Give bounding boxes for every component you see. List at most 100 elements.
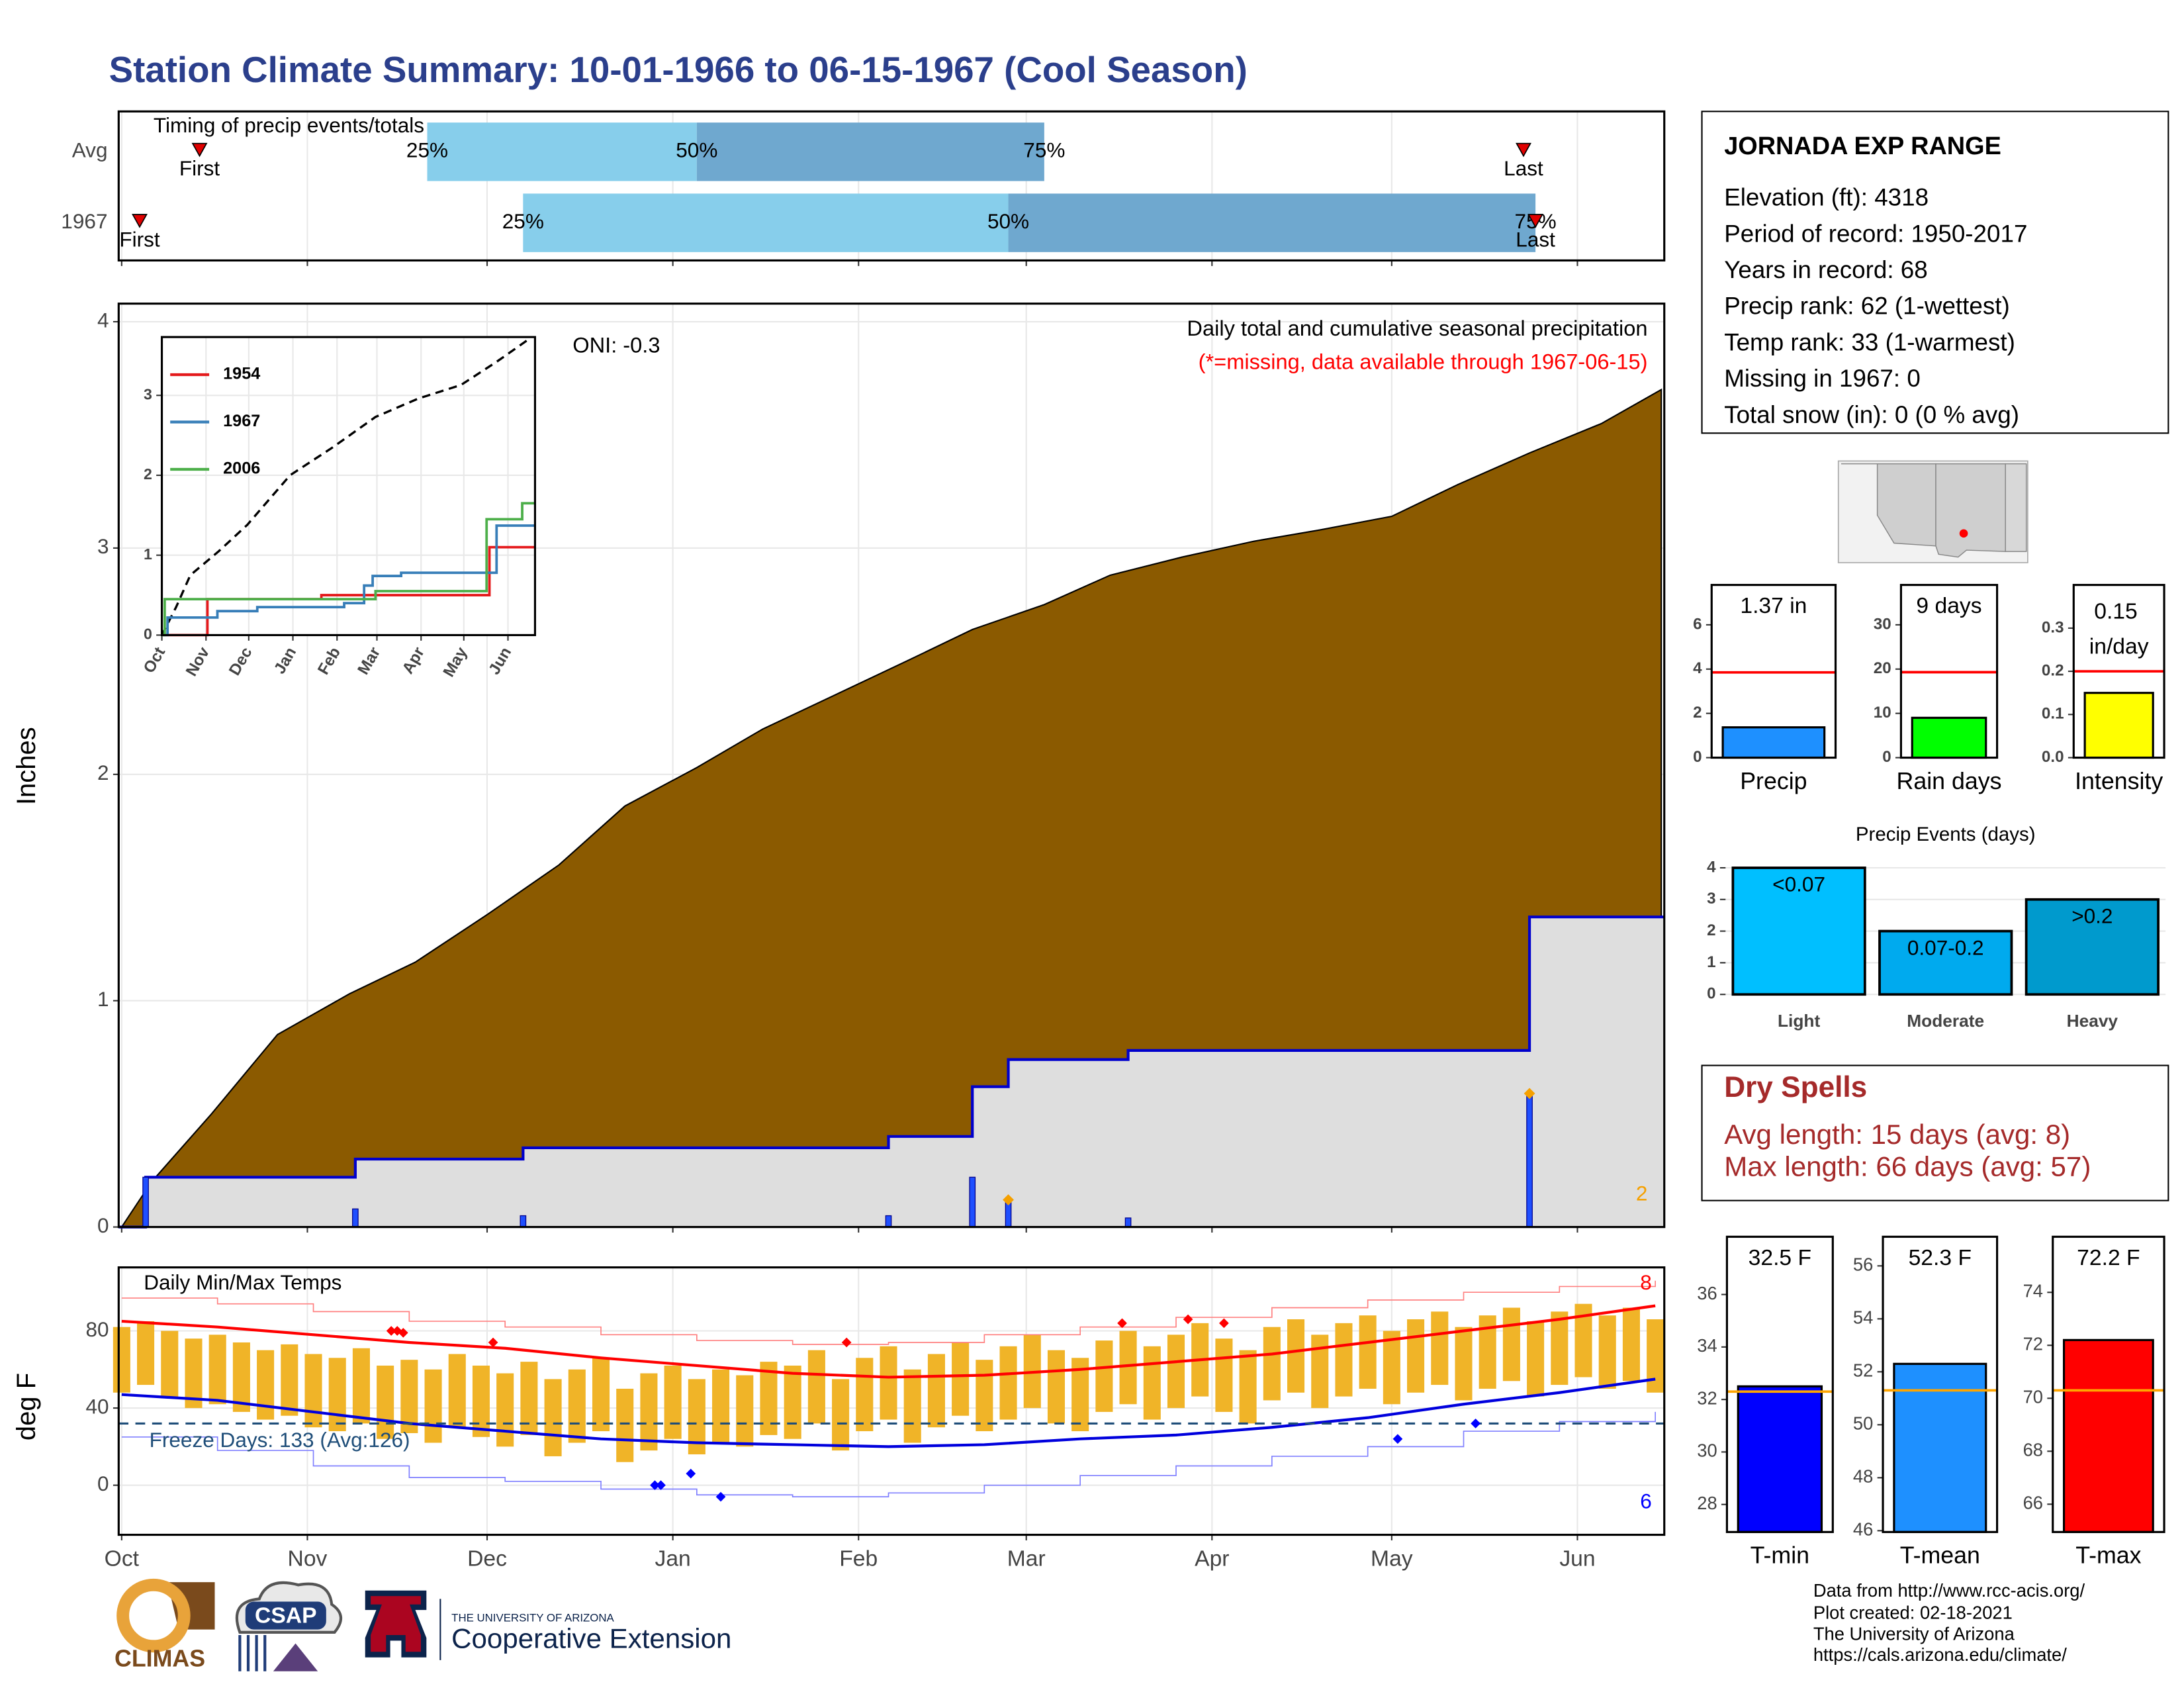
daily-range-bar <box>472 1365 490 1437</box>
daily-range-bar <box>999 1346 1017 1420</box>
daily-bar <box>1526 1093 1533 1228</box>
chart-title: Precip Events (days) <box>1856 823 2036 845</box>
y-tick-label: 0.1 <box>2042 705 2064 723</box>
station-line: Temp rank: 33 (1-warmest) <box>1724 328 2015 355</box>
credit-line: Data from http://www.rcc-acis.org/ <box>1813 1580 2085 1601</box>
logo-shape <box>273 1643 318 1671</box>
daily-bar <box>352 1208 359 1228</box>
daily-range-bar <box>400 1360 418 1433</box>
daily-range-bar <box>113 1327 130 1393</box>
dry-spells-title: Dry Spells <box>1724 1071 1867 1103</box>
daily-range-bar <box>232 1342 250 1412</box>
record-count: 8 <box>1640 1270 1652 1294</box>
daily-range-bar <box>976 1360 993 1432</box>
daily-range-bar <box>1335 1323 1353 1397</box>
bar <box>2083 692 2154 759</box>
ua-logo: THE UNIVERSITY OF ARIZONA Cooperative Ex… <box>365 1590 731 1660</box>
daily-range-bar <box>1119 1331 1137 1405</box>
y-tick-label: 74 <box>2023 1281 2043 1301</box>
y-tick-label: 3 <box>97 534 109 558</box>
value-label-line: in/day <box>2089 634 2149 659</box>
daily-range-bar <box>1239 1350 1257 1424</box>
y-tick-label: 2 <box>97 761 109 784</box>
y-tick-label: 72 <box>2023 1334 2043 1354</box>
daily-range-bar <box>903 1369 921 1443</box>
logo-shape <box>371 1596 421 1652</box>
category-label: Intensity <box>2075 768 2163 794</box>
value-label: 1.37 in <box>1740 594 1807 618</box>
plot-border <box>1725 1235 1834 1533</box>
y-tick-label: 4 <box>1693 659 1702 677</box>
plot-border <box>117 303 1666 1229</box>
record-marker <box>656 1480 666 1491</box>
first-marker <box>132 214 148 228</box>
category-label: Moderate <box>1907 1011 1984 1031</box>
x-tick-label: Nov <box>288 1546 328 1571</box>
daily-range-bar <box>1311 1335 1329 1409</box>
daily-range-bar <box>664 1365 682 1439</box>
quantile-label: 25% <box>502 209 544 233</box>
logo-shape <box>116 1578 191 1653</box>
plot-border <box>1899 584 1999 759</box>
bar <box>1878 929 2013 996</box>
bar <box>2025 898 2160 996</box>
y-tick-label: 32 <box>1697 1387 1717 1408</box>
daily-range-bar <box>448 1354 466 1428</box>
quantile-bar <box>1008 193 1536 252</box>
daily-range-bar <box>161 1331 179 1399</box>
oni-label: ONI: -0.3 <box>572 332 660 357</box>
logo-text: CSAP <box>255 1604 317 1628</box>
record-max-line <box>121 1280 1656 1345</box>
quantile-bar <box>427 122 697 181</box>
climas-logo: CLIMAS <box>114 1578 215 1671</box>
daily-range-bar <box>1287 1319 1305 1393</box>
daily-range-bar <box>1143 1346 1161 1420</box>
daily-range-bar <box>281 1344 298 1416</box>
plot-background <box>161 337 535 635</box>
plot-border <box>1882 1235 1999 1533</box>
bar-text: <0.07 <box>1772 872 1825 896</box>
quantile-label: 50% <box>676 138 717 162</box>
daily-range-bar <box>304 1354 322 1428</box>
bar <box>1911 716 1987 759</box>
series-line <box>161 524 535 637</box>
y-tick-label: 68 <box>2023 1440 2043 1460</box>
quantile-label: 50% <box>987 209 1029 233</box>
series-line <box>161 502 535 637</box>
y-tick-label: 0.3 <box>2042 618 2064 636</box>
y-tick-label: 34 <box>1697 1335 1717 1356</box>
station-line: Precip rank: 62 (1-wettest) <box>1724 293 2010 320</box>
y-tick-label: 70 <box>2023 1387 2043 1407</box>
daily-bar <box>1124 1217 1132 1228</box>
value-label: 0.15 in/day <box>2089 600 2149 659</box>
legend-label: 2006 <box>223 459 260 478</box>
plot-border <box>160 336 536 636</box>
daily-range-bar <box>496 1373 514 1447</box>
plot-border <box>1710 584 1837 759</box>
daily-bar <box>142 1176 149 1228</box>
daily-range-bar <box>1622 1307 1640 1382</box>
daily-range-bar <box>544 1379 562 1456</box>
y-tick-label: 0 <box>97 1213 109 1237</box>
daily-bar <box>520 1215 527 1228</box>
y-tick-label: 10 <box>1874 704 1891 722</box>
quantile-label: 25% <box>406 138 448 162</box>
x-tick-label: Oct <box>105 1546 140 1571</box>
daily-range-bar <box>328 1358 346 1432</box>
y-tick-label: 3 <box>144 385 152 402</box>
bar <box>1731 867 1866 996</box>
daily-range-bar <box>1167 1335 1185 1409</box>
logo-shape <box>238 1635 267 1671</box>
daily-range-bar <box>1215 1338 1233 1412</box>
season-cumulative-line <box>118 915 1664 1229</box>
series-line <box>161 545 535 637</box>
first-label: First <box>119 227 160 251</box>
category-label: 1967 <box>61 209 107 233</box>
daily-range-bar <box>712 1369 730 1443</box>
daily-range-bar <box>736 1375 754 1447</box>
daily-range-bar <box>1431 1311 1449 1385</box>
daily-range-bar <box>784 1365 801 1439</box>
y-tick-label: 0 <box>1882 748 1891 766</box>
x-tick-label: Jan <box>655 1546 691 1571</box>
chart-title: Timing of precip events/totals <box>154 113 424 137</box>
